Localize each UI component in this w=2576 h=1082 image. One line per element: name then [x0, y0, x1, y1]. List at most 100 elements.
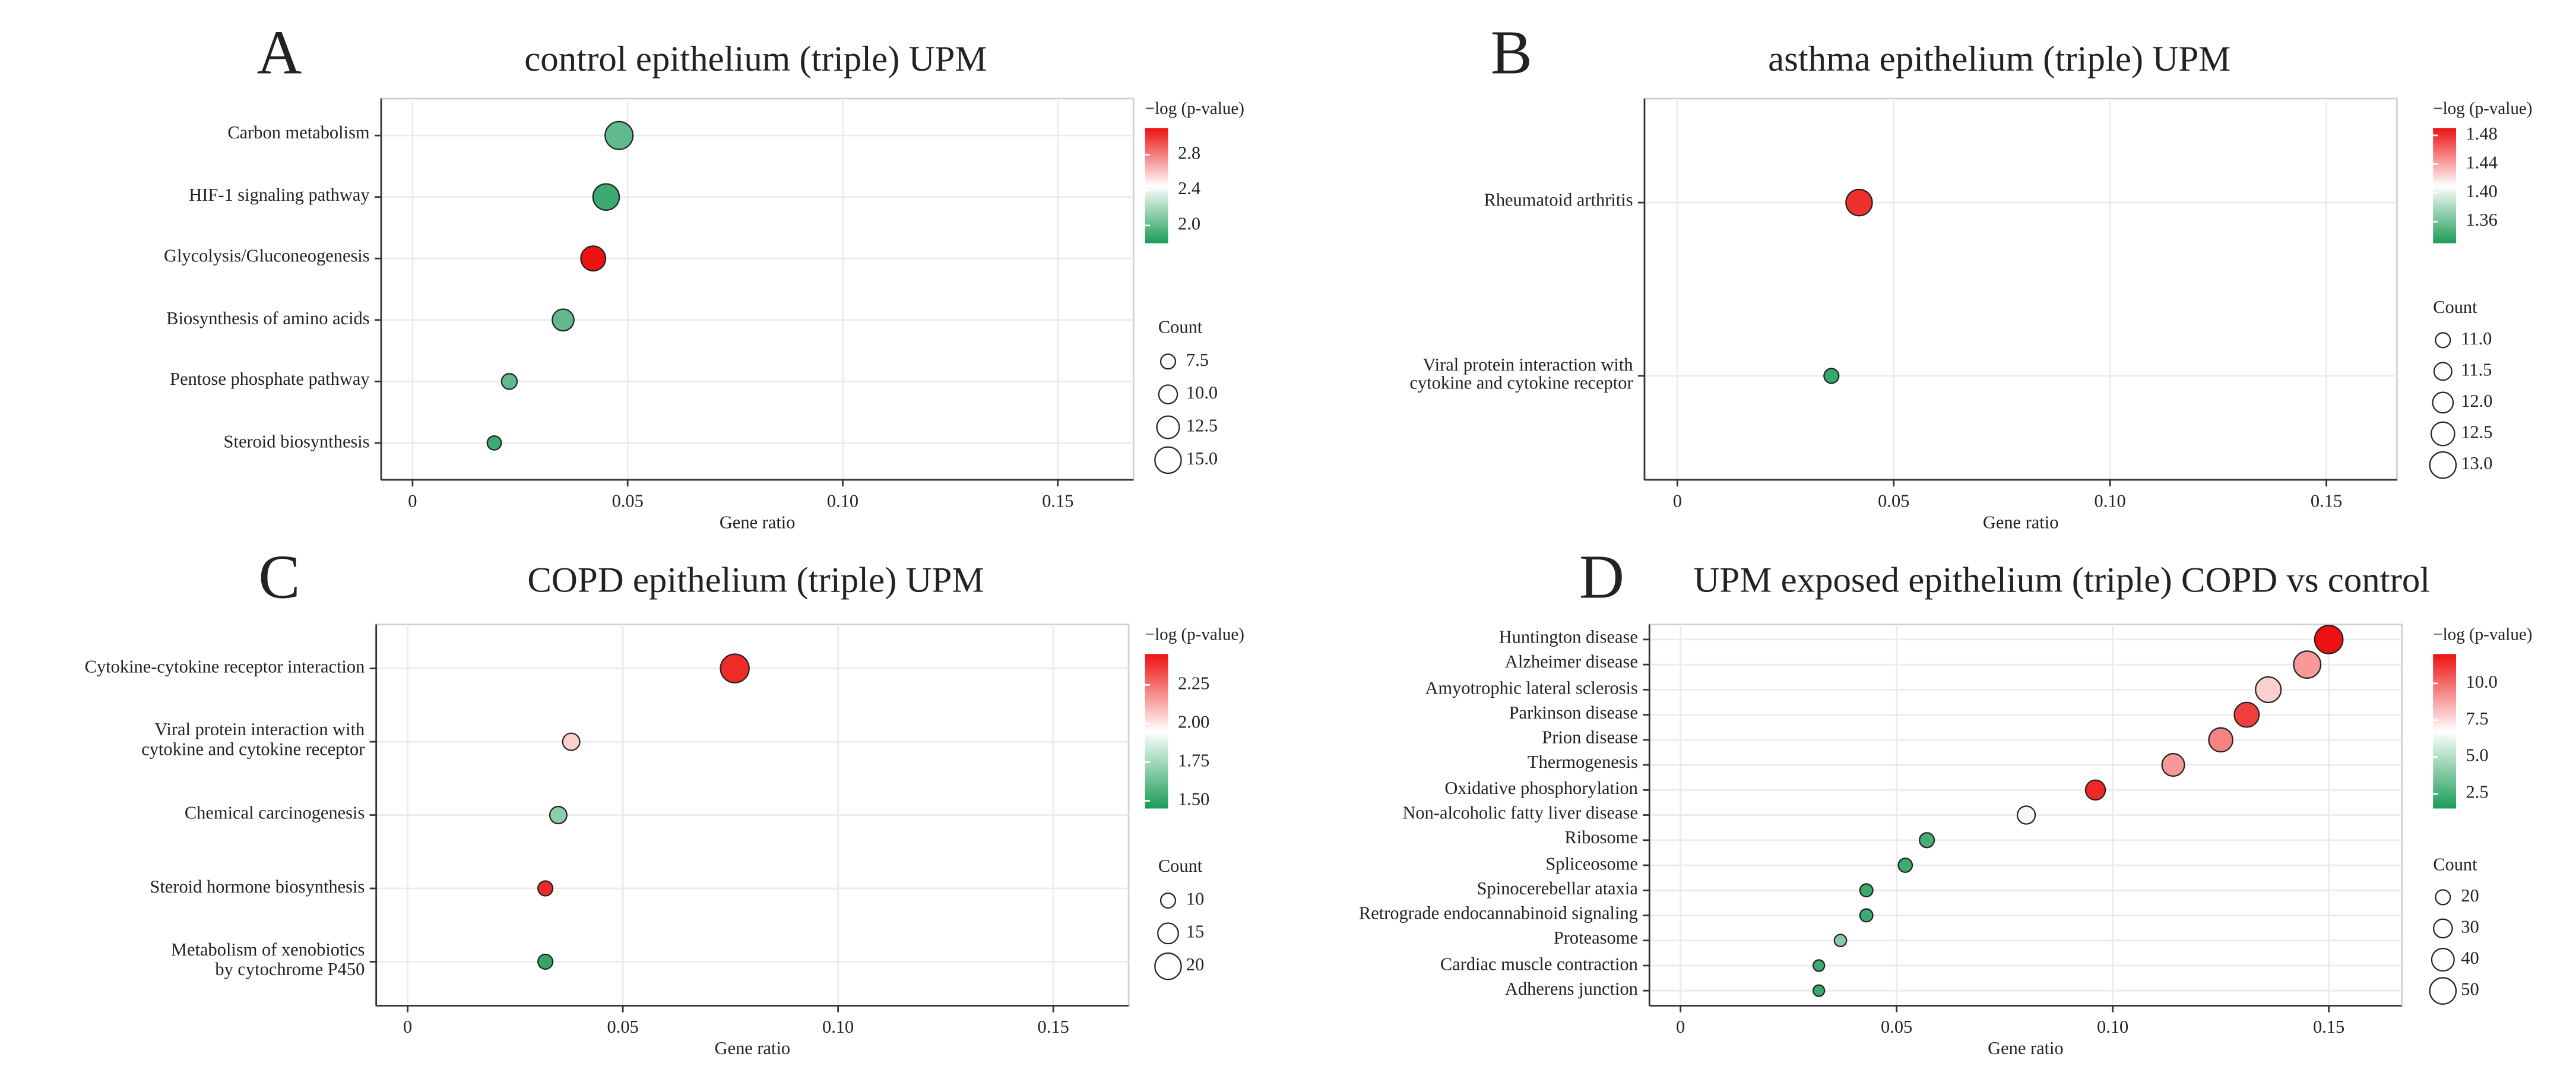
color-tick-label: 7.5 — [2466, 708, 2489, 729]
size-key-label: 12.5 — [1186, 415, 1218, 435]
bubble — [2314, 625, 2344, 654]
x-tick-label: 0.15 — [1038, 1017, 1069, 1037]
size-key — [1154, 446, 1182, 474]
size-key-label: 30 — [2461, 916, 2479, 937]
chart-title: COPD epithelium (triple) UPM — [527, 560, 984, 600]
bubble — [537, 953, 554, 970]
x-tick-label: 0.05 — [1881, 1017, 1912, 1037]
y-tick-label: Spliceosome — [1545, 854, 1638, 874]
y-tick-label: Thermogenesis — [1527, 754, 1638, 774]
size-key — [1159, 892, 1177, 909]
size-legend-title: Count — [2433, 854, 2477, 874]
bubble — [1823, 368, 1840, 384]
y-tick-label: Adherens junction — [1504, 979, 1638, 999]
bubble — [1859, 883, 1874, 898]
plot-area — [380, 97, 1135, 481]
color-tick-label: 1.75 — [1178, 750, 1209, 770]
bubble — [552, 308, 575, 332]
color-tick-label: 10.0 — [2466, 672, 2498, 692]
x-tick-label: 0.15 — [2311, 491, 2342, 511]
bubble — [2084, 779, 2106, 801]
bubble — [2016, 805, 2036, 825]
y-tick-label: Viral protein interaction with cytokine … — [141, 721, 365, 760]
color-tick-label: 1.44 — [2466, 152, 2498, 172]
y-tick-label: Pentose phosphate pathway — [170, 370, 370, 390]
x-axis-label: Gene ratio — [720, 512, 796, 533]
y-tick-label: Amyotrophic lateral sclerosis — [1425, 678, 1638, 698]
color-legend-title: −log (p-value) — [2433, 99, 2532, 118]
y-tick-label: Chemical carcinogenesis — [184, 803, 365, 824]
color-tick-label: 2.5 — [2466, 782, 2489, 802]
y-tick-label: Spinocerebellar ataxia — [1476, 879, 1638, 899]
size-key-label: 50 — [2461, 979, 2479, 999]
color-tick-label: 1.48 — [2466, 124, 2498, 144]
x-tick-label: 0 — [1676, 1017, 1685, 1037]
x-tick-label: 0.10 — [2097, 1017, 2128, 1037]
size-key — [2433, 362, 2453, 381]
bubble — [500, 373, 518, 390]
x-axis-label: Gene ratio — [1988, 1038, 2064, 1058]
size-key — [2431, 948, 2455, 972]
bubble — [1812, 984, 1826, 997]
y-tick-label: Viral protein interaction with cytokine … — [1409, 355, 1633, 394]
size-key-label: 11.0 — [2461, 328, 2492, 349]
y-tick-label: HIF-1 signaling pathway — [189, 185, 370, 206]
chart-title: asthma epithelium (triple) UPM — [1768, 39, 2230, 79]
bubble — [2293, 650, 2322, 679]
y-tick-label: Non-alcoholic fatty liver disease — [1402, 803, 1638, 824]
x-tick-label: 0 — [403, 1017, 412, 1037]
color-legend-title: −log (p-value) — [2433, 625, 2532, 644]
x-tick-label: 0.05 — [612, 491, 644, 511]
x-tick-label: 0.05 — [607, 1017, 639, 1037]
x-axis-label: Gene ratio — [715, 1038, 791, 1058]
size-key — [2429, 451, 2457, 479]
color-legend-title: −log (p-value) — [1145, 625, 1244, 644]
x-tick-label: 0.15 — [2313, 1017, 2344, 1037]
y-tick-label: Metabolism of xenobiotics by cytochrome … — [170, 941, 365, 980]
size-key — [1156, 415, 1180, 439]
y-tick-label: Huntington disease — [1498, 628, 1638, 648]
size-key — [1158, 384, 1178, 404]
color-bar — [2433, 654, 2456, 809]
color-tick-label: 5.0 — [2466, 745, 2489, 765]
y-tick-label: Oxidative phosphorylation — [1444, 779, 1638, 799]
bubble — [580, 245, 607, 272]
bubble — [2255, 676, 2282, 703]
bubble — [1833, 934, 1848, 948]
size-key — [2429, 977, 2457, 1005]
bubble — [1845, 188, 1873, 217]
x-tick-label: 0 — [408, 491, 417, 511]
size-key-label: 11.5 — [2461, 359, 2492, 379]
x-tick-label: 0.10 — [827, 491, 858, 511]
color-bar — [1145, 128, 1168, 243]
size-key-label: 10 — [1186, 888, 1204, 909]
panel-label: A — [256, 18, 302, 87]
size-key-label: 15 — [1186, 922, 1204, 942]
bubble — [2161, 753, 2185, 777]
color-tick-label: 2.8 — [1178, 143, 1200, 163]
size-key-label: 7.5 — [1186, 350, 1209, 370]
panel-label: B — [1491, 18, 1532, 87]
color-tick-label: 2.0 — [1178, 214, 1200, 234]
bubble — [1897, 858, 1913, 873]
size-key — [1154, 952, 1182, 980]
color-tick-label: 2.4 — [1178, 178, 1200, 198]
size-key-label: 12.5 — [2461, 422, 2492, 442]
size-key-label: 15.0 — [1186, 448, 1218, 469]
y-tick-label: Prion disease — [1542, 729, 1638, 749]
size-legend-title: Count — [1158, 856, 1203, 876]
size-key — [2431, 421, 2455, 447]
bubble — [604, 121, 634, 150]
size-key — [2433, 918, 2453, 939]
color-bar — [1145, 654, 1168, 809]
color-tick-label: 2.25 — [1178, 673, 1209, 693]
color-bar — [2433, 128, 2456, 243]
size-legend-title: Count — [2433, 297, 2477, 317]
bubble — [2233, 701, 2260, 728]
x-tick-label: 0 — [1673, 491, 1682, 511]
size-key-label: 20 — [1186, 954, 1204, 975]
size-key — [1159, 353, 1177, 370]
size-key-label: 40 — [2461, 948, 2479, 968]
y-tick-label: Rheumatoid arthritis — [1484, 191, 1633, 211]
